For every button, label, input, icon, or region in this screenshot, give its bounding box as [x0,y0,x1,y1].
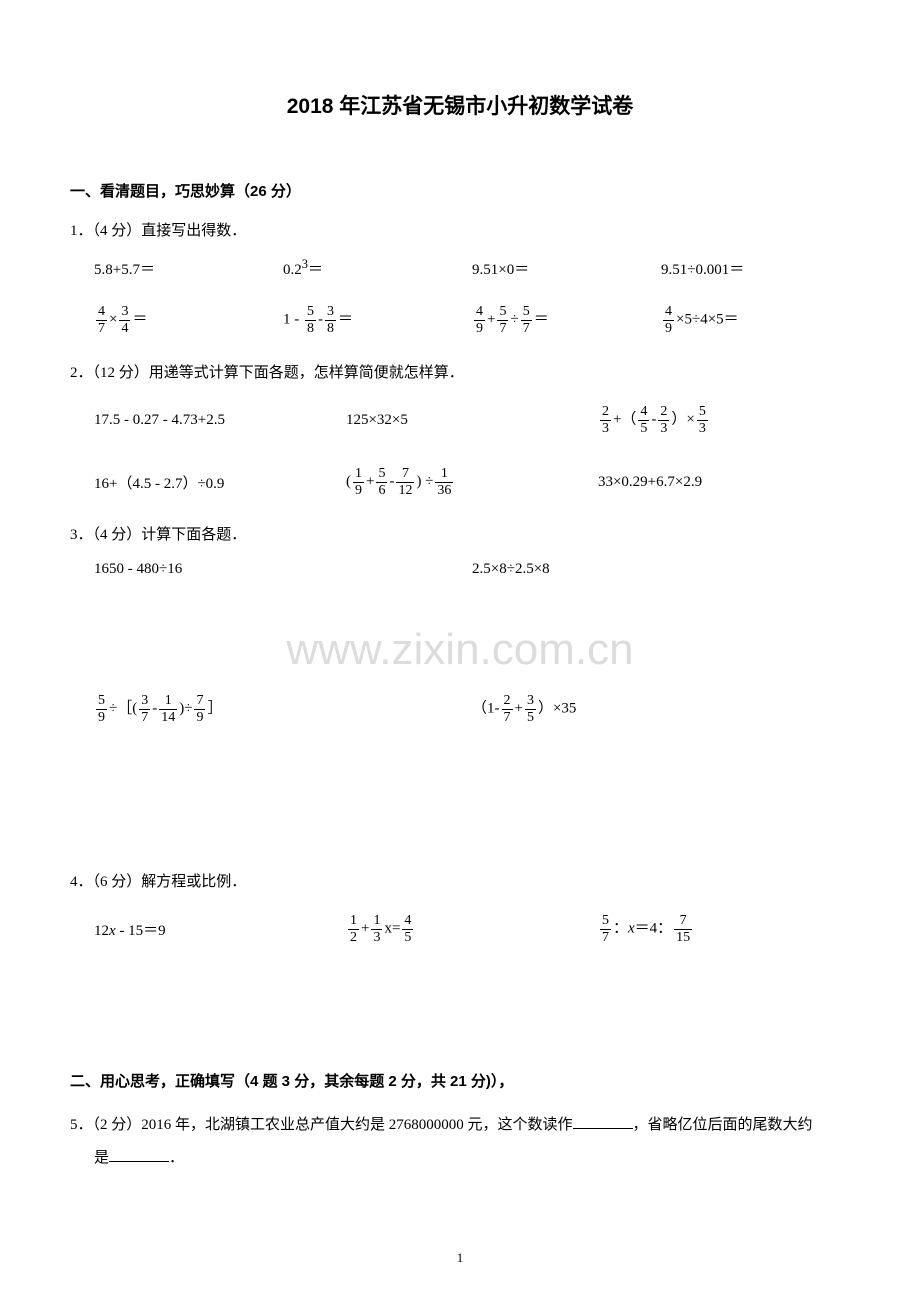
exam-title: 2018 年江苏省无锡市小升初数学试卷 [70,90,850,120]
frac: 47 [96,304,107,336]
frac: 59 [96,693,107,725]
spacer [70,750,850,870]
q2-stem: 2．（12 分）用递等式计算下面各题，怎样算简便就怎样算． [70,361,850,385]
spacer [70,598,850,688]
frac: 57 [497,304,508,336]
frac: 715 [674,913,692,945]
frac: 34 [119,304,130,336]
q2-r1c1: 17.5 - 0.27 - 4.73+2.5 [94,412,346,429]
frac: 53 [697,404,708,436]
q2-r2c1: 16+（4.5 - 2.7）÷0.9 [94,472,346,493]
q1-r2c3: 49+57÷57＝ [472,304,661,336]
frac: 13 [371,913,382,945]
q3-stem: 3．（4 分）计算下面各题． [70,523,850,547]
page-number: 1 [457,1250,464,1266]
q1-r1c1: 5.8+5.7＝ [94,258,283,279]
q4-r1c1: 12x - 15＝9 [94,919,346,940]
q1-row2: 47×34＝ 1 - 58-38＝ 49+57÷57＝ 49×5÷4×5＝ [70,299,850,341]
q1-r1c4: 9.51÷0.001＝ [661,258,850,279]
q3-r1c2: 2.5×8÷2.5×8 [472,561,850,578]
q3-r2c1: 59÷［(37-114)÷79］ [94,693,472,725]
frac: 38 [325,304,336,336]
frac: 712 [396,466,414,498]
q1-stem: 1．（4 分）直接写出得数． [70,219,850,243]
frac: 27 [502,693,513,725]
q3-r1c1: 1650 - 480÷16 [94,561,472,578]
q1-r1c2-eq: ＝ [308,262,323,278]
q2-row2: 16+（4.5 - 2.7）÷0.9 (19+56-712) ÷136 33×0… [70,461,850,503]
q4-row1: 12x - 15＝9 12+13x=45 57：x＝4：715 [70,908,850,950]
q4-stem: 4．（6 分）解方程或比例． [70,870,850,894]
q1-r2c4: 49×5÷4×5＝ [661,304,850,336]
section-1-header: 一、看清题目，巧思妙算（26 分） [70,180,850,201]
q2-r2c2: (19+56-712) ÷136 [346,466,598,498]
frac: 49 [663,304,674,336]
q5: 5．（2 分）2016 年，北湖镇工农业总产值大约是 2768000000 元，… [70,1109,850,1175]
q1-r1c3: 9.51×0＝ [472,258,661,279]
page-content: 2018 年江苏省无锡市小升初数学试卷 一、看清题目，巧思妙算（26 分） 1．… [70,90,850,1175]
blank-input[interactable] [109,1147,169,1162]
q1-r1c2-base: 0.2 [283,262,302,278]
spacer [70,970,850,1070]
frac: 136 [435,466,453,498]
q1-r2c2: 1 - 58-38＝ [283,304,472,336]
frac: 79 [194,693,205,725]
frac: 57 [600,913,611,945]
q2-r1c2: 125×32×5 [346,412,598,429]
q2-r1c3: 23+（45-23）×53 [598,404,850,436]
frac: 49 [474,304,485,336]
q3-row1: 1650 - 480÷16 2.5×8÷2.5×8 [70,561,850,578]
q3-row2: 59÷［(37-114)÷79］ （1-27+35）×35 [70,688,850,730]
frac: 12 [348,913,359,945]
frac: 19 [353,466,364,498]
q4-r1c2: 12+13x=45 [346,913,598,945]
q1-r1c2: 0.23＝ [283,257,472,279]
frac: 56 [376,466,387,498]
q5-pre: 5．（2 分）2016 年，北湖镇工农业总产值大约是 2768000000 元，… [70,1117,573,1133]
q1-r2c1: 47×34＝ [94,304,283,336]
blank-input[interactable] [573,1114,633,1129]
q1-row1: 5.8+5.7＝ 0.23＝ 9.51×0＝ 9.51÷0.001＝ [70,257,850,279]
q5-line2: 是． [70,1150,184,1166]
frac: 35 [525,693,536,725]
section-2-header: 二、用心思考，正确填写（4 题 3 分，其余每题 2 分，共 21 分)）， [70,1070,850,1091]
q5-mid: ，省略亿位后面的尾数大约 [633,1117,813,1133]
q2-r2c3: 33×0.29+6.7×2.9 [598,474,850,491]
frac: 23 [600,404,611,436]
q4-r1c3: 57：x＝4：715 [598,913,850,945]
frac: 37 [139,693,150,725]
frac: 45 [638,404,649,436]
frac: 58 [305,304,316,336]
q3-r2c2: （1-27+35）×35 [472,693,850,725]
frac: 45 [402,913,413,945]
frac: 114 [159,693,177,725]
q2-row1: 17.5 - 0.27 - 4.73+2.5 125×32×5 23+（45-2… [70,399,850,441]
frac: 23 [658,404,669,436]
frac: 57 [521,304,532,336]
